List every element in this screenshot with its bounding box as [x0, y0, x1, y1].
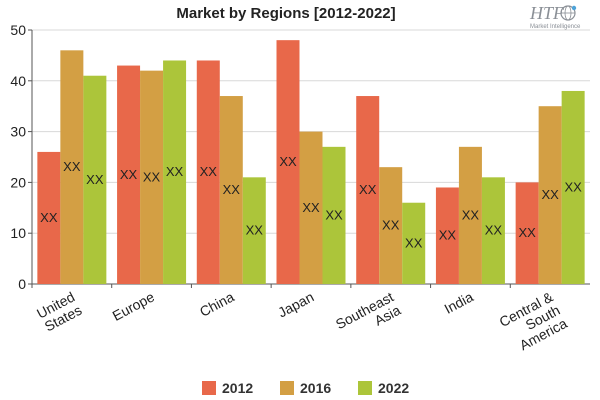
bar-2016-1	[140, 70, 164, 284]
data-label: XX	[359, 182, 377, 197]
y-tick-label: 20	[10, 174, 26, 190]
legend-item-2016: 2016	[280, 380, 331, 396]
legend-item-2012: 2012	[202, 380, 253, 396]
data-label: XX	[382, 218, 400, 233]
data-label: XX	[246, 223, 264, 238]
bar-2012-3	[276, 40, 300, 284]
data-label: XX	[166, 164, 184, 179]
data-label: XX	[564, 179, 582, 194]
chart-title: Market by Regions [2012-2022]	[176, 5, 395, 22]
x-category-line: Japan	[275, 289, 316, 321]
legend-label: 2022	[378, 380, 409, 396]
logo-text: HTF	[529, 3, 565, 23]
data-label: XX	[518, 225, 536, 240]
bar-2022-0	[83, 75, 107, 284]
data-label: XX	[40, 210, 58, 225]
y-tick-label: 50	[10, 22, 26, 38]
data-label: XX	[120, 167, 138, 182]
data-label: XX	[200, 164, 218, 179]
legend: 2012 2016 2022	[202, 380, 409, 396]
data-label: XX	[325, 207, 343, 222]
data-label: XX	[63, 159, 81, 174]
bar-2022-6	[561, 90, 585, 285]
bar-2012-5	[435, 187, 459, 284]
data-label: XX	[405, 235, 423, 250]
data-label: XX	[462, 207, 480, 222]
data-label: XX	[302, 200, 320, 215]
x-category-line: Europe	[110, 288, 158, 323]
y-tick-label: 40	[10, 73, 26, 89]
bar-2012-2	[196, 60, 220, 285]
x-category-line: India	[442, 288, 477, 316]
legend-item-2022: 2022	[358, 380, 409, 396]
legend-swatch	[202, 381, 216, 395]
globe-icon	[560, 5, 577, 21]
bar-2016-0	[60, 50, 84, 284]
legend-label: 2016	[300, 380, 331, 396]
x-category-label: Japan	[275, 289, 316, 321]
logo-subtext: Market Intelligence	[530, 24, 581, 30]
bar-2016-3	[299, 131, 323, 284]
legend-swatch	[358, 381, 372, 395]
data-label: XX	[143, 169, 161, 184]
data-label: XX	[86, 172, 104, 187]
bar-2022-4	[402, 202, 426, 284]
data-label: XX	[485, 223, 503, 238]
bars	[37, 40, 585, 285]
data-label: XX	[279, 154, 297, 169]
bar-2016-5	[458, 146, 482, 284]
x-category-label: Europe	[110, 288, 158, 323]
bar-2012-0	[37, 151, 61, 284]
data-label: XX	[541, 187, 559, 202]
y-axis-ticks: 0 10 20 30 40 50	[10, 22, 32, 292]
bar-2012-4	[356, 96, 380, 284]
y-tick-label: 10	[10, 225, 26, 241]
x-category-line: China	[197, 288, 237, 319]
bar-2022-5	[481, 177, 505, 284]
x-category-label: India	[442, 288, 477, 316]
y-tick-label: 30	[10, 124, 26, 140]
data-labels: XX XX XX XX XX XX XX XX XX XX XX XX XX XX XX XX XX XX XX XX…	[40, 154, 582, 250]
bar-2022-2	[242, 177, 266, 284]
data-label: XX	[223, 182, 241, 197]
htf-logo: HTF Market Intelligence	[529, 3, 581, 30]
data-label: XX	[439, 228, 457, 243]
legend-swatch	[280, 381, 294, 395]
bar-2012-1	[117, 65, 141, 284]
y-tick-label: 0	[18, 276, 26, 292]
bar-2022-1	[163, 60, 187, 285]
bar-2012-6	[515, 182, 539, 284]
bar-2022-3	[322, 146, 346, 284]
bar-2016-6	[538, 106, 562, 284]
bar-2016-4	[379, 167, 403, 284]
x-category-label: China	[197, 288, 237, 319]
bar-2016-2	[219, 96, 243, 284]
legend-label: 2012	[222, 380, 253, 396]
